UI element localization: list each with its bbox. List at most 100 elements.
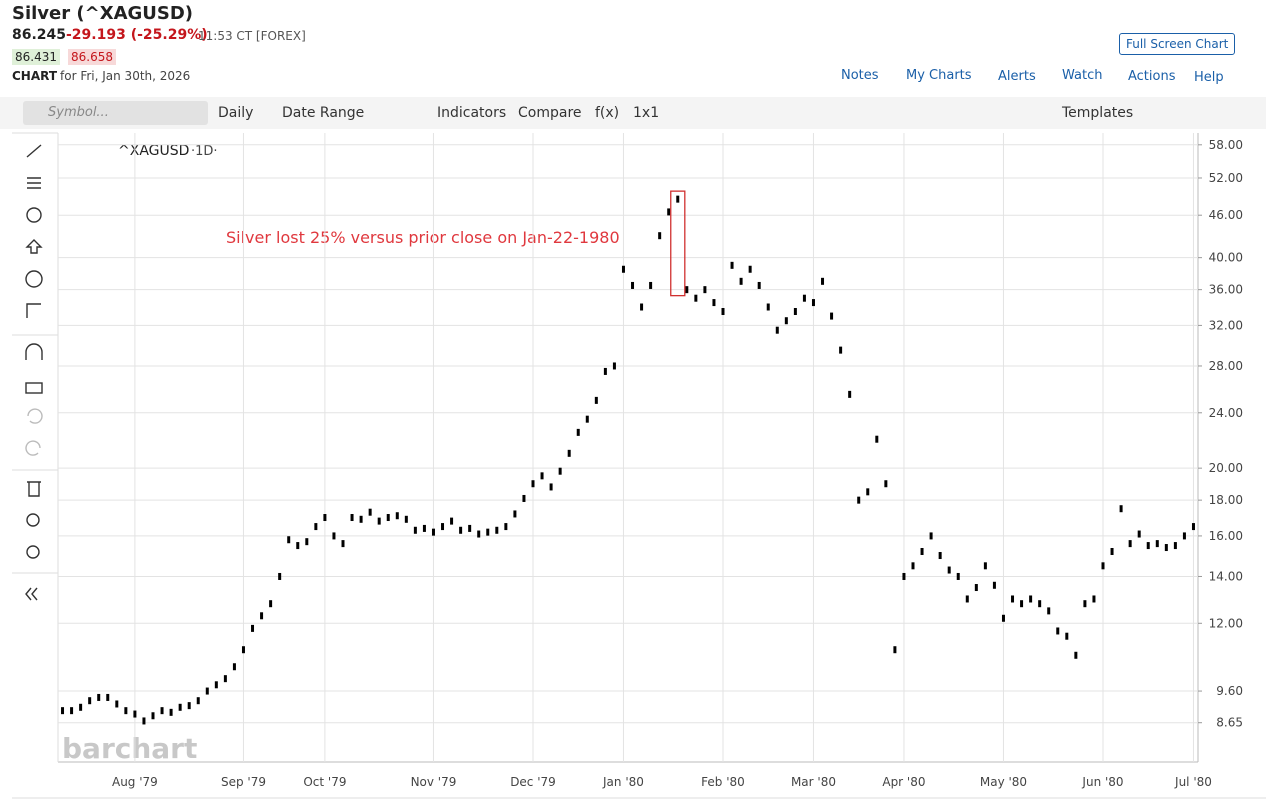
price-bar — [965, 595, 969, 603]
x-tick-label: Sep '79 — [221, 775, 266, 789]
watch-link[interactable]: Watch — [1062, 68, 1103, 83]
price-bar — [848, 390, 852, 398]
date-range-menu[interactable]: Date Range — [282, 105, 365, 121]
price-bar — [187, 702, 191, 710]
price-bar — [522, 494, 526, 502]
tool-line[interactable] — [26, 144, 42, 158]
tool-number[interactable] — [25, 270, 43, 288]
tool-arrow[interactable] — [25, 239, 43, 254]
price-bar — [70, 707, 74, 715]
price-bar — [1001, 614, 1005, 622]
price-bar — [1164, 544, 1168, 552]
price-bar — [667, 208, 671, 216]
tool-zoom-out[interactable] — [26, 545, 40, 559]
y-tick-label: 20.00 — [1209, 461, 1243, 475]
tool-undo[interactable] — [27, 408, 43, 424]
price-bar — [549, 483, 553, 491]
price-bar — [341, 540, 345, 548]
price-bar — [983, 562, 987, 570]
price-bar — [784, 317, 788, 325]
price-bar — [1110, 547, 1114, 555]
tool-fib[interactable] — [27, 177, 41, 189]
price-bar — [603, 367, 607, 375]
tool-lock[interactable] — [25, 382, 43, 394]
full-screen-button[interactable]: Full Screen Chart — [1119, 33, 1236, 55]
x-tick-label: Mar '80 — [791, 775, 836, 789]
fx-button[interactable]: f(x) — [595, 105, 620, 121]
x-tick-label: Apr '80 — [882, 775, 925, 789]
tool-redo[interactable] — [25, 440, 41, 456]
price-bar — [115, 700, 119, 708]
alerts-link[interactable]: Alerts — [998, 69, 1036, 84]
price-bar — [1119, 505, 1123, 513]
y-tick-label: 12.00 — [1209, 616, 1243, 630]
price-bar — [1182, 532, 1186, 540]
interval-menu[interactable]: Daily — [218, 105, 254, 121]
y-tick-label: 9.60 — [1216, 684, 1243, 698]
price-bar — [314, 523, 318, 531]
price-bar — [567, 449, 571, 457]
price-bar — [558, 467, 562, 475]
price-bar — [1074, 651, 1078, 659]
layout-menu[interactable]: 1x1 — [633, 105, 660, 121]
price-bar — [1137, 530, 1141, 538]
price-bar — [612, 362, 616, 370]
tool-measure[interactable] — [26, 303, 41, 318]
y-tick-label: 46.00 — [1209, 208, 1243, 222]
sidebar-tools[interactable] — [25, 144, 43, 601]
x-tick-label: Feb '80 — [701, 775, 745, 789]
price-bar — [1092, 595, 1096, 603]
x-tick-label: May '80 — [980, 775, 1027, 789]
x-tick-label: Oct '79 — [303, 775, 346, 789]
tool-delete[interactable] — [27, 481, 41, 497]
title: Silver (^XAGUSD) — [12, 3, 194, 24]
price-change: -29.193 (-25.29%) — [66, 27, 208, 43]
actions-link[interactable]: Actions — [1128, 69, 1176, 84]
compare-button[interactable]: Compare — [518, 105, 582, 121]
last-price: 86.245 — [12, 27, 67, 43]
tool-shape[interactable] — [26, 207, 42, 223]
price-bar — [350, 514, 354, 522]
price-bar — [721, 308, 725, 316]
price-bar — [911, 562, 915, 570]
help-link[interactable]: Help — [1194, 70, 1224, 85]
price-bar — [1083, 600, 1087, 608]
tool-collapse[interactable] — [25, 587, 38, 601]
indicators-button[interactable]: Indicators — [437, 105, 507, 121]
price-bar — [1038, 600, 1042, 608]
price-bar — [1128, 540, 1132, 548]
price-bar — [757, 281, 761, 289]
symbol-box[interactable] — [23, 101, 208, 125]
price-bar — [305, 538, 309, 546]
price-bar — [893, 646, 897, 654]
price-bar — [531, 480, 535, 488]
price-bar — [857, 496, 861, 504]
y-tick-label: 14.00 — [1209, 569, 1243, 583]
templates-button[interactable]: Templates — [1062, 105, 1134, 121]
price-bar — [88, 697, 92, 705]
toolbar-bg — [0, 97, 1266, 129]
y-tick-label: 52.00 — [1209, 171, 1243, 185]
my-charts-link[interactable]: My Charts — [906, 68, 972, 83]
price-bar — [205, 687, 209, 695]
x-tick-label: Jun '80 — [1081, 775, 1123, 789]
price-bar — [160, 707, 164, 715]
legend-interval: ·1D· — [191, 144, 218, 159]
price-bar — [196, 697, 200, 705]
price-bar — [151, 712, 155, 720]
price-bar — [486, 528, 490, 536]
price-bar — [1065, 632, 1069, 640]
notes-link[interactable]: Notes — [841, 68, 879, 83]
price-bar — [938, 552, 942, 560]
tool-magnet[interactable] — [25, 343, 43, 360]
symbol-input[interactable]: Symbol... — [48, 105, 109, 120]
price-bar — [902, 572, 906, 580]
price-bar — [775, 326, 779, 334]
bid: 86.431 — [12, 49, 60, 65]
price-bar — [1155, 540, 1159, 548]
tool-zoom-in[interactable] — [26, 513, 40, 527]
y-tick-label: 58.00 — [1209, 138, 1243, 152]
price-bar — [866, 488, 870, 496]
